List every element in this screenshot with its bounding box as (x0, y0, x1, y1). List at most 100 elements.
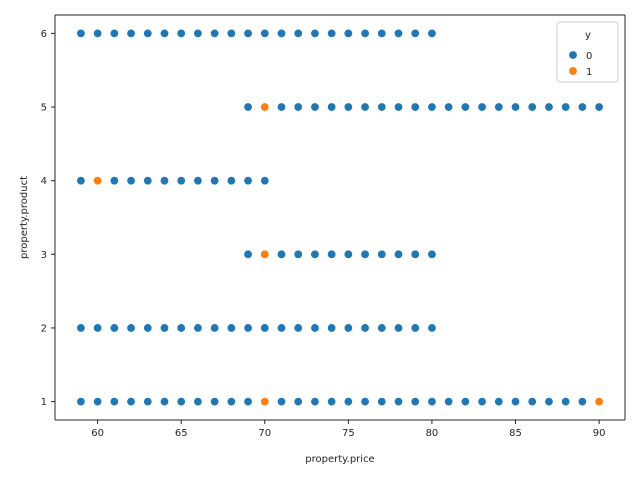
x-tick-label: 85 (509, 428, 522, 439)
data-point-y0 (394, 102, 404, 112)
data-point-y0 (193, 323, 203, 333)
data-point-y0 (276, 323, 286, 333)
data-point-y1 (93, 176, 103, 186)
data-point-y0 (159, 397, 169, 407)
data-point-y0 (327, 397, 337, 407)
data-point-y0 (226, 323, 236, 333)
data-point-y0 (561, 397, 571, 407)
data-point-y0 (243, 249, 253, 259)
data-point-y0 (260, 176, 270, 186)
data-point-y0 (176, 176, 186, 186)
data-point-y0 (343, 28, 353, 38)
data-point-y0 (176, 28, 186, 38)
data-point-y0 (159, 323, 169, 333)
y-axis-ticks: 1 2 3 4 5 6 (41, 29, 55, 408)
data-point-y0 (377, 249, 387, 259)
data-point-y0 (360, 102, 370, 112)
data-point-y0 (210, 397, 220, 407)
data-point-y0 (226, 28, 236, 38)
data-point-y0 (444, 102, 454, 112)
legend-marker-1 (568, 66, 578, 76)
data-point-y0 (143, 397, 153, 407)
data-point-y0 (93, 323, 103, 333)
x-tick-label: 65 (175, 428, 188, 439)
data-point-y0 (76, 28, 86, 38)
data-point-y0 (360, 397, 370, 407)
data-point-y0 (360, 28, 370, 38)
data-point-y0 (293, 397, 303, 407)
data-point-y0 (159, 176, 169, 186)
legend-title: y (585, 30, 591, 41)
data-point-y0 (343, 323, 353, 333)
data-point-y0 (477, 397, 487, 407)
data-point-y0 (460, 397, 470, 407)
data-point-y0 (494, 102, 504, 112)
data-point-y0 (410, 249, 420, 259)
data-point-y0 (394, 28, 404, 38)
data-point-y0 (243, 28, 253, 38)
data-point-y0 (276, 102, 286, 112)
x-tick-label: 80 (426, 428, 439, 439)
data-point-y0 (561, 102, 571, 112)
data-point-y0 (260, 323, 270, 333)
data-point-y0 (193, 397, 203, 407)
data-point-y0 (527, 397, 537, 407)
x-tick-label: 70 (258, 428, 271, 439)
data-point-y0 (310, 397, 320, 407)
data-point-y0 (427, 102, 437, 112)
data-point-y0 (377, 102, 387, 112)
data-point-y0 (327, 28, 337, 38)
data-point-y0 (243, 176, 253, 186)
data-point-y0 (109, 28, 119, 38)
x-tick-label: 60 (91, 428, 104, 439)
plot-frame (54, 14, 626, 421)
data-point-y0 (76, 397, 86, 407)
data-point-y0 (226, 397, 236, 407)
data-point-y0 (76, 323, 86, 333)
data-point-y0 (360, 249, 370, 259)
data-point-y0 (577, 102, 587, 112)
data-point-y0 (377, 323, 387, 333)
data-point-y0 (527, 102, 537, 112)
data-point-y0 (210, 323, 220, 333)
data-point-y0 (327, 249, 337, 259)
data-point-y0 (126, 323, 136, 333)
data-point-y1 (260, 397, 270, 407)
data-point-y0 (410, 102, 420, 112)
legend: y 0 1 (556, 21, 619, 83)
data-point-y0 (310, 102, 320, 112)
data-point-y0 (159, 28, 169, 38)
data-point-y0 (460, 102, 470, 112)
data-point-y0 (377, 397, 387, 407)
x-tick-label: 75 (342, 428, 355, 439)
data-point-y0 (93, 397, 103, 407)
data-point-y0 (427, 249, 437, 259)
data-point-y0 (511, 397, 521, 407)
data-point-y0 (243, 323, 253, 333)
data-point-y0 (293, 323, 303, 333)
data-point-y0 (394, 323, 404, 333)
data-point-y0 (126, 28, 136, 38)
data-point-y0 (511, 102, 521, 112)
data-point-y0 (343, 102, 353, 112)
y-tick-label: 5 (41, 103, 47, 114)
data-point-y0 (577, 397, 587, 407)
data-point-y0 (327, 323, 337, 333)
data-point-y0 (343, 249, 353, 259)
data-point-y0 (126, 397, 136, 407)
data-point-y0 (143, 323, 153, 333)
y-tick-label: 1 (41, 397, 47, 408)
data-point-y0 (276, 249, 286, 259)
data-point-y0 (109, 323, 119, 333)
x-axis-ticks: 60 65 70 75 80 85 90 (91, 420, 605, 439)
data-point-y0 (243, 102, 253, 112)
y-tick-label: 3 (41, 250, 47, 261)
data-point-y0 (93, 28, 103, 38)
plot-area (55, 15, 625, 420)
data-point-y0 (143, 176, 153, 186)
data-point-y0 (293, 249, 303, 259)
data-point-y0 (410, 323, 420, 333)
data-point-y0 (410, 397, 420, 407)
data-point-y0 (276, 28, 286, 38)
